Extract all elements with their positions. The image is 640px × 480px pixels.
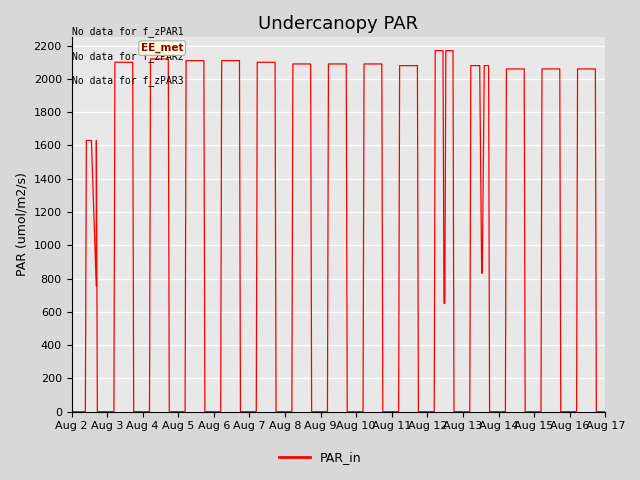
Text: No data for f_zPAR1: No data for f_zPAR1 bbox=[72, 26, 183, 37]
Text: No data for f_zPAR3: No data for f_zPAR3 bbox=[72, 75, 183, 86]
Legend: PAR_in: PAR_in bbox=[273, 446, 367, 469]
Text: No data for f_zPAR2: No data for f_zPAR2 bbox=[72, 51, 183, 61]
Text: EE_met: EE_met bbox=[141, 43, 184, 53]
Title: Undercanopy PAR: Undercanopy PAR bbox=[259, 15, 419, 33]
Y-axis label: PAR (umol/m2/s): PAR (umol/m2/s) bbox=[15, 173, 28, 276]
